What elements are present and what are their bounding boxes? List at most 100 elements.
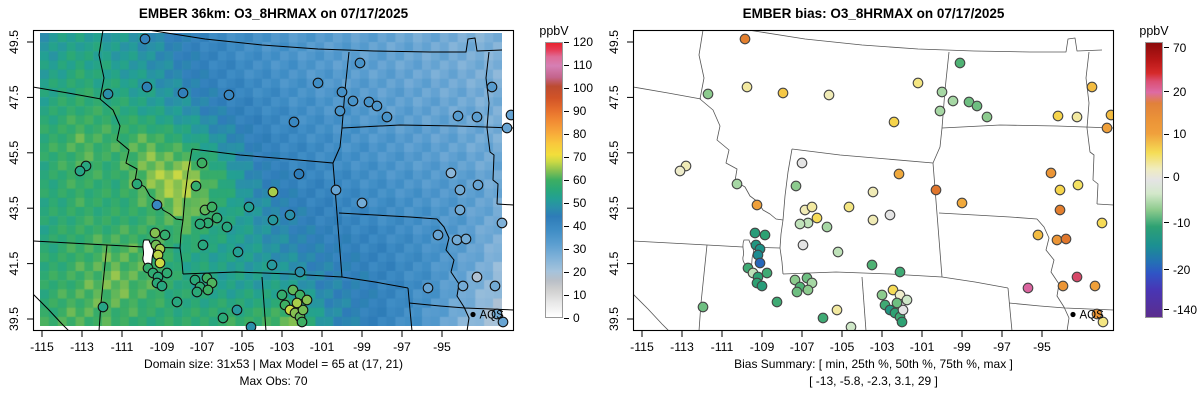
station-marker bbox=[1091, 308, 1103, 320]
panel-model: EMBER 36km: O3_8HRMAX on 07/17/2025 AQS -… bbox=[7, 6, 600, 388]
station-marker bbox=[221, 221, 233, 233]
station-marker bbox=[912, 77, 924, 89]
station-marker bbox=[354, 57, 366, 69]
aqs-legend-label: AQS bbox=[1080, 310, 1105, 322]
x-tick-label: -95 bbox=[1033, 340, 1051, 354]
state-border bbox=[633, 293, 670, 331]
bias-caption-line1: Bias Summary: [ min, 25th %, 50th %, 75t… bbox=[734, 357, 1013, 371]
x-tick-label: -111 bbox=[711, 340, 734, 354]
state-border bbox=[699, 98, 784, 221]
model-colorbar-label: ppbV bbox=[539, 24, 569, 38]
station-marker bbox=[759, 229, 771, 241]
station-marker bbox=[843, 201, 855, 213]
station-marker bbox=[1086, 81, 1098, 93]
station-marker bbox=[432, 229, 444, 241]
station-marker bbox=[806, 201, 818, 213]
y-tick-label: 43.5 bbox=[7, 196, 21, 220]
station-marker bbox=[811, 212, 823, 224]
station-marker bbox=[866, 259, 878, 271]
station-marker bbox=[451, 234, 463, 246]
colorbar-tick bbox=[564, 64, 569, 66]
station-marker bbox=[141, 81, 153, 93]
state-border bbox=[436, 218, 470, 331]
x-tick-label: -107 bbox=[190, 340, 215, 354]
station-marker bbox=[1101, 122, 1113, 134]
station-marker bbox=[956, 197, 968, 209]
station-marker bbox=[471, 271, 483, 283]
station-marker bbox=[202, 284, 214, 296]
station-marker bbox=[457, 280, 469, 292]
station-marker bbox=[823, 89, 835, 101]
station-marker bbox=[102, 88, 114, 100]
bias-colorbar-label: ppbV bbox=[1139, 24, 1169, 38]
colorbar-tick bbox=[1164, 269, 1169, 271]
plot-frame bbox=[632, 29, 1115, 332]
state-border bbox=[191, 148, 334, 164]
station-marker bbox=[445, 167, 457, 179]
bias-colorbar: 70 20 10 0 -10 -20 -140 bbox=[1145, 41, 1200, 318]
station-marker bbox=[312, 77, 324, 89]
state-border bbox=[1085, 51, 1090, 129]
state-border bbox=[408, 302, 514, 311]
y-tick-label: 41.5 bbox=[607, 251, 621, 275]
state-border bbox=[33, 86, 102, 100]
station-marker bbox=[1060, 233, 1072, 245]
station-marker bbox=[867, 186, 879, 198]
state-border bbox=[698, 244, 708, 331]
station-marker bbox=[194, 218, 206, 230]
station-marker bbox=[161, 267, 173, 279]
state-border bbox=[1086, 127, 1099, 205]
colorbar-tick-label: 30 bbox=[573, 242, 587, 256]
colorbar-tick-label: 100 bbox=[573, 81, 594, 95]
state-border bbox=[1096, 203, 1114, 206]
colorbar-tick bbox=[564, 271, 569, 273]
station-marker bbox=[211, 212, 223, 224]
station-marker bbox=[749, 227, 761, 239]
model-raster-canvas bbox=[40, 33, 502, 326]
colorbar-tick-label: 50 bbox=[573, 196, 587, 210]
station-marker bbox=[697, 301, 709, 313]
station-marker bbox=[797, 239, 809, 251]
colorbar-tick-label: 0 bbox=[1173, 170, 1180, 185]
state-border bbox=[182, 271, 409, 289]
bias-caption-line2: [ -13, -5.8, -2.3, 3.1, 29 ] bbox=[809, 374, 938, 388]
station-marker bbox=[754, 257, 766, 269]
colorbar-tick bbox=[564, 225, 569, 227]
model-colorbar: 0 10 20 30 40 50 60 70 80 90 100 110 120 bbox=[545, 35, 600, 325]
station-marker bbox=[947, 95, 959, 107]
station-marker bbox=[336, 86, 348, 98]
station-marker bbox=[330, 184, 342, 196]
colorbar-tick bbox=[1164, 133, 1169, 135]
station-marker bbox=[1045, 167, 1057, 179]
colorbar-tick bbox=[1164, 176, 1169, 178]
aqs-legend-dot bbox=[470, 311, 476, 318]
colorbar-tick bbox=[564, 294, 569, 296]
station-marker bbox=[171, 296, 183, 308]
station-marker bbox=[177, 87, 189, 99]
colorbar-tick-label: 120 bbox=[573, 35, 594, 49]
station-marker bbox=[284, 209, 296, 221]
station-marker bbox=[876, 289, 888, 301]
station-marker bbox=[139, 33, 151, 45]
state-border bbox=[779, 148, 793, 275]
station-marker bbox=[149, 227, 161, 239]
x-tick-label: -95 bbox=[433, 340, 451, 354]
station-marker bbox=[276, 289, 288, 301]
station-marker bbox=[294, 266, 306, 278]
station-marker bbox=[1051, 234, 1063, 246]
station-marker bbox=[491, 308, 503, 320]
station-marker bbox=[334, 105, 346, 117]
model-colorbar-gradient bbox=[545, 42, 563, 318]
state-border bbox=[496, 203, 514, 206]
state-border bbox=[99, 98, 184, 221]
station-marker bbox=[1054, 204, 1066, 216]
colorbar-tick bbox=[564, 110, 569, 112]
station-marker bbox=[891, 297, 903, 309]
station-marker bbox=[97, 301, 109, 313]
bias-map-svg: AQS -115 -113 -111 -109 -107 -105 -103 -101 -99 -9… bbox=[607, 29, 1115, 354]
station-marker bbox=[471, 111, 483, 123]
state-border bbox=[633, 86, 702, 100]
station-marker bbox=[472, 179, 484, 191]
station-marker bbox=[454, 204, 466, 216]
